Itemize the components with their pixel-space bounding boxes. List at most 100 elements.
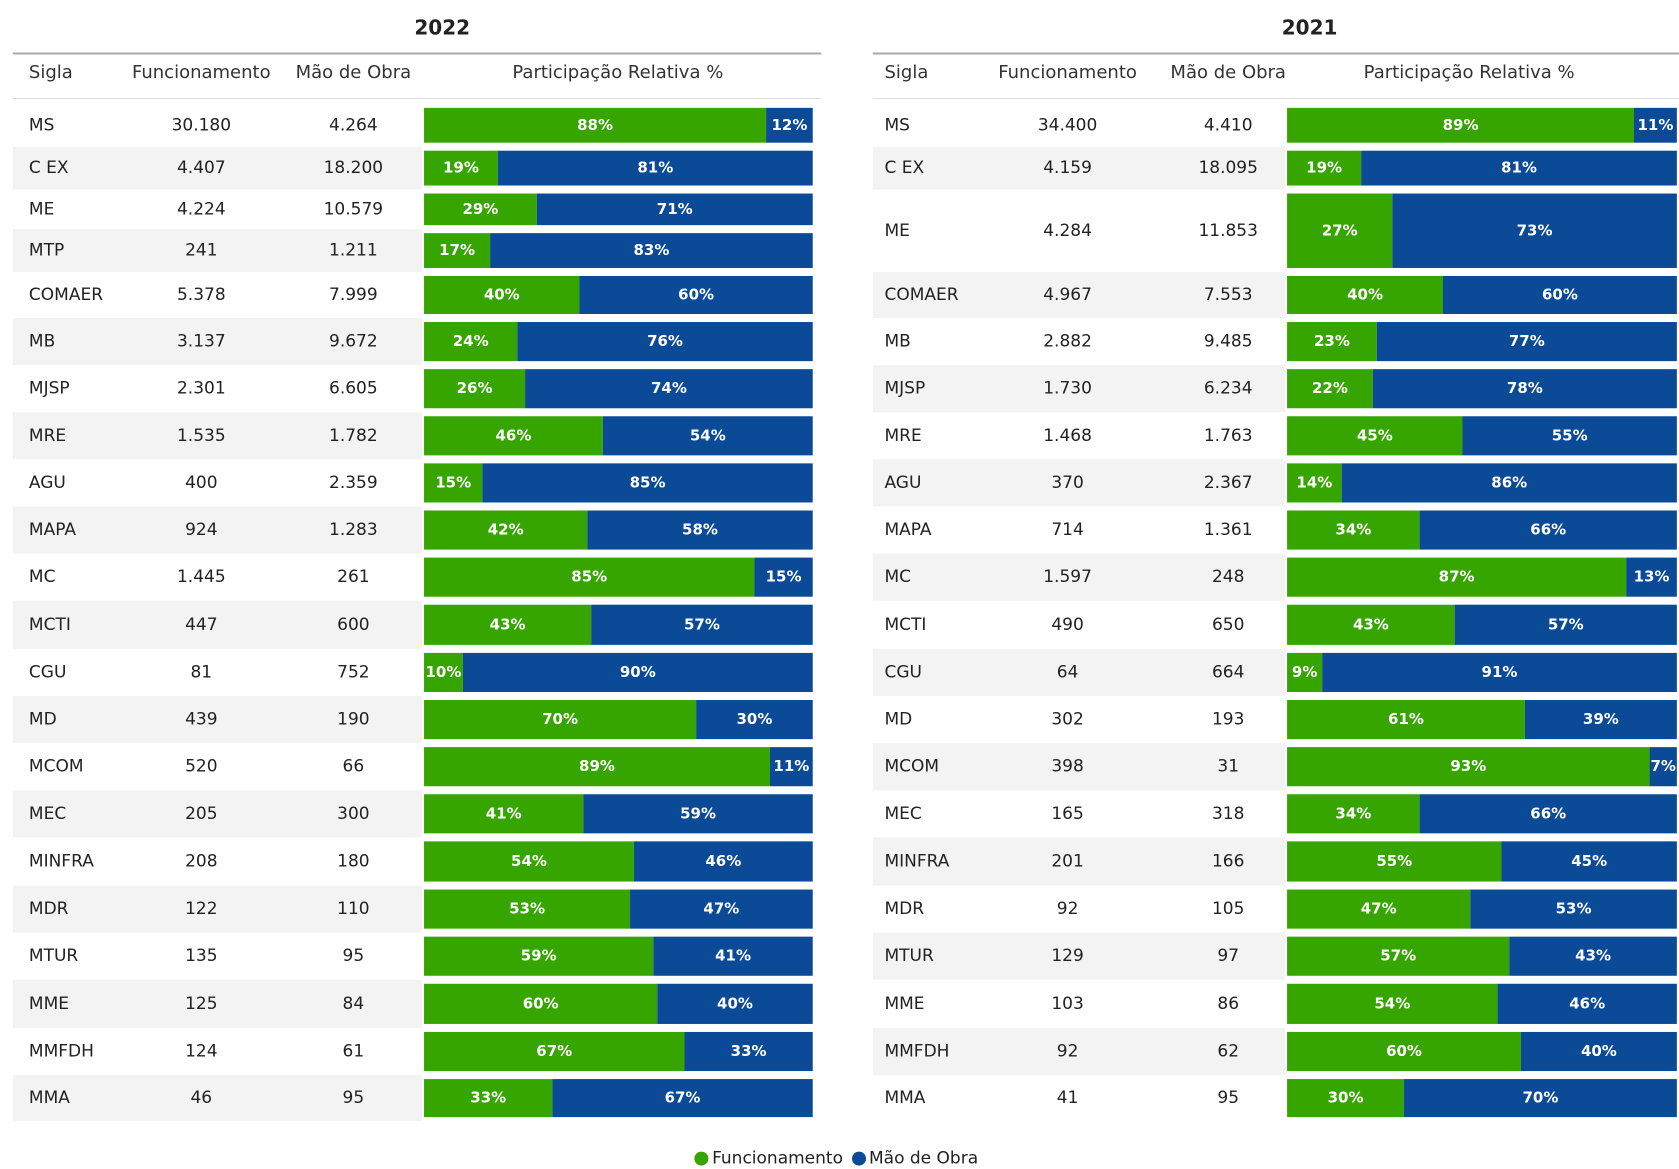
bar-label: 89%: [579, 757, 615, 775]
bar-funcionamento: [424, 322, 518, 362]
bar-funcionamento: [424, 889, 631, 929]
sigla: MRE: [884, 426, 921, 446]
mao-de-obra: 650: [1212, 615, 1244, 635]
bar-mao-de-obra: [1633, 107, 1677, 143]
bar-funcionamento: [424, 604, 592, 645]
row-band: [872, 553, 1285, 601]
bar-label: 60%: [523, 994, 559, 1012]
mao-de-obra: 95: [343, 946, 365, 966]
bar-mao-de-obra: [1322, 652, 1677, 693]
bar-mao-de-obra: [482, 463, 813, 503]
table-title: 2022: [414, 15, 470, 39]
mao-de-obra: 10.579: [324, 199, 383, 219]
bar-label: 17%: [439, 241, 475, 259]
sigla: COMAER: [884, 285, 958, 305]
bar-funcionamento: [424, 275, 580, 315]
bar-mao-de-obra: [490, 233, 813, 268]
funcionamento: 1.535: [177, 426, 226, 446]
bar-label: 9%: [1292, 663, 1317, 681]
bar-label: 24%: [453, 332, 489, 350]
funcionamento: 34.400: [1038, 115, 1097, 135]
bar-label: 40%: [1347, 286, 1383, 304]
bar-label: 7%: [1650, 757, 1675, 775]
funcionamento: 370: [1051, 473, 1083, 493]
bar-mao-de-obra: [1361, 150, 1677, 186]
funcionamento: 208: [185, 851, 217, 871]
bar-funcionamento: [1287, 604, 1455, 645]
mao-de-obra: 66: [343, 757, 365, 777]
sigla: MS: [884, 115, 909, 135]
bar-label: 45%: [1571, 852, 1607, 870]
mao-de-obra: 105: [1212, 899, 1244, 919]
funcionamento: 1.445: [177, 567, 226, 587]
bar-funcionamento: [424, 369, 526, 409]
sigla: CGU: [884, 662, 922, 682]
funcionamento: 4.407: [177, 158, 226, 178]
bar-label: 40%: [717, 994, 753, 1012]
bar-mao-de-obra: [525, 369, 813, 409]
bar-label: 15%: [435, 473, 471, 491]
mao-de-obra: 300: [337, 804, 369, 824]
sigla: MC: [29, 567, 56, 587]
bar-label: 42%: [488, 521, 524, 539]
bar-mao-de-obra: [1501, 841, 1677, 882]
mao-de-obra: 752: [337, 662, 369, 682]
bar-label: 91%: [1482, 663, 1518, 681]
bar-label: 58%: [682, 521, 718, 539]
mao-de-obra: 1.211: [329, 241, 378, 261]
mao-de-obra: 248: [1212, 567, 1244, 587]
bar-label: 61%: [1388, 710, 1424, 728]
row-band: [12, 790, 422, 838]
sigla: MAPA: [29, 520, 76, 540]
row-band: [872, 365, 1285, 413]
bar-label: 59%: [521, 947, 557, 965]
mao-de-obra: 1.283: [329, 520, 378, 540]
row-band: [12, 412, 422, 460]
mao-de-obra: 9.672: [329, 332, 378, 352]
bar-funcionamento: [1287, 983, 1498, 1024]
funcionamento: 398: [1051, 757, 1083, 777]
bar-mao-de-obra: [1497, 983, 1677, 1024]
bar-funcionamento: [1287, 1079, 1405, 1118]
funcionamento: 122: [185, 899, 217, 919]
bar-label: 60%: [1386, 1042, 1422, 1060]
mao-de-obra: 95: [343, 1088, 365, 1108]
sigla: MCOM: [29, 757, 84, 777]
bar-label: 55%: [1376, 852, 1412, 870]
bar-funcionamento: [1287, 700, 1525, 740]
bar-label: 57%: [1548, 615, 1584, 633]
bar-label: 43%: [490, 615, 526, 633]
sigla: C EX: [884, 158, 924, 178]
bar-mao-de-obra: [633, 841, 813, 882]
legend-dot: [694, 1151, 709, 1166]
column-header: Funcionamento: [132, 62, 271, 83]
funcionamento: 2.301: [177, 379, 226, 399]
mao-de-obra: 31: [1217, 757, 1239, 777]
bar-label: 60%: [678, 286, 714, 304]
sigla: ME: [884, 221, 909, 241]
bar-mao-de-obra: [1462, 416, 1677, 456]
sigla: AGU: [29, 473, 66, 493]
bar-label: 15%: [766, 568, 802, 586]
funcionamento: 125: [185, 994, 217, 1014]
sigla: MEC: [29, 804, 66, 824]
bar-label: 54%: [511, 852, 547, 870]
bar-mao-de-obra: [602, 416, 813, 456]
bar-label: 41%: [486, 804, 522, 822]
bar-mao-de-obra: [1470, 889, 1677, 929]
bar-mao-de-obra: [1626, 557, 1677, 597]
mao-de-obra: 1.763: [1204, 426, 1253, 446]
sigla: MCTI: [884, 615, 926, 635]
bar-label: 30%: [1328, 1089, 1364, 1107]
bar-funcionamento: [1287, 936, 1510, 976]
row-band: [12, 600, 422, 649]
bar-funcionamento: [424, 150, 498, 186]
sigla: MME: [29, 994, 69, 1014]
bar-label: 45%: [1357, 426, 1393, 444]
bar-label: 23%: [1314, 332, 1350, 350]
bar-mao-de-obra: [591, 604, 813, 645]
bar-funcionamento: [424, 700, 697, 740]
bar-label: 59%: [680, 804, 716, 822]
mao-de-obra: 4.264: [329, 115, 378, 135]
